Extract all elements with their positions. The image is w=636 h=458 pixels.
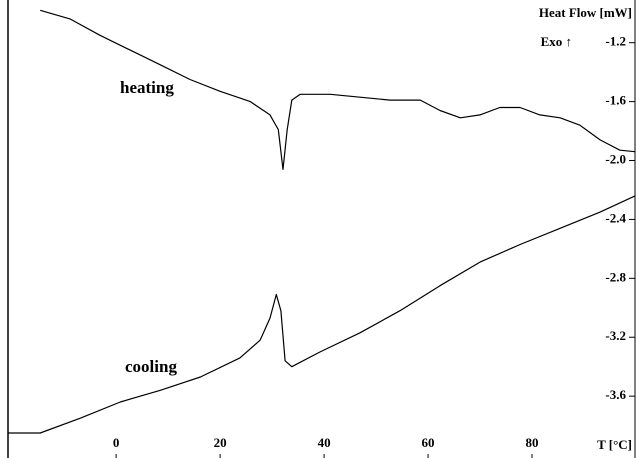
y-tick-label: -2.4 (605, 210, 626, 225)
y-tick-label: -3.2 (605, 328, 626, 343)
x-tick-label: 40 (318, 435, 331, 450)
x-tick-label: 60 (422, 435, 435, 450)
series-line (40, 9, 636, 170)
series-line (8, 195, 636, 434)
y-tick-label: -3.6 (605, 387, 626, 402)
x-axis-label: T [°C] (597, 437, 632, 452)
x-tick-label: 80 (526, 435, 539, 450)
x-tick-label: 20 (214, 435, 227, 450)
y-axis-label: Heat Flow [mW] (539, 5, 632, 20)
series-label: cooling (125, 357, 177, 376)
exo-label: Exo ↑ (541, 34, 572, 49)
series-label: heating (120, 78, 174, 97)
y-tick-label: -2.0 (605, 152, 626, 167)
y-tick-label: -1.6 (605, 93, 626, 108)
y-tick-label: -2.8 (605, 269, 626, 284)
x-tick-label: 0 (113, 435, 120, 450)
y-tick-label: -1.2 (605, 34, 626, 49)
